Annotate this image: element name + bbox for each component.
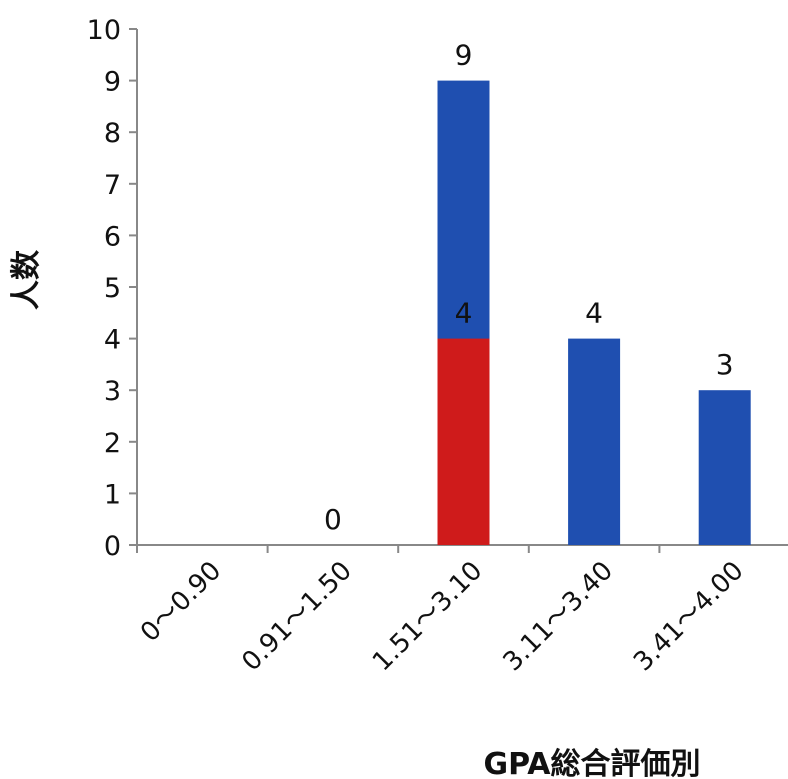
x-tick-label: 3.41〜4.00 (628, 556, 749, 677)
bar (568, 338, 621, 545)
y-tick-label: 8 (104, 118, 121, 149)
y-tick-label: 1 (104, 479, 121, 510)
y-tick-label: 2 (104, 428, 121, 459)
bar (698, 390, 751, 545)
y-tick-label: 7 (104, 170, 121, 201)
x-tick-label: 1.51〜3.10 (367, 556, 488, 677)
data-label: 4 (585, 297, 603, 330)
bar (437, 338, 490, 545)
y-tick-label: 0 (104, 531, 121, 562)
y-tick-label: 10 (87, 15, 121, 46)
y-axis-title: 人数 (9, 249, 44, 310)
y-axis: 0 1 2 3 4 5 6 7 8 9 10 (87, 15, 138, 562)
data-label: 3 (716, 348, 734, 381)
x-tick-label: 0〜0.90 (135, 556, 227, 648)
y-tick-label: 5 (104, 273, 121, 304)
y-tick-label: 3 (104, 376, 121, 407)
data-label: 4 (455, 297, 473, 330)
y-tick-label: 6 (104, 221, 121, 252)
y-tick-label: 4 (104, 325, 121, 356)
data-label: 0 (324, 503, 342, 536)
x-axis-title: GPA総合評価別 (483, 747, 700, 779)
data-label: 9 (455, 39, 473, 72)
x-tick-label: 0.91〜1.50 (236, 556, 357, 677)
y-tick-label: 9 (104, 67, 121, 98)
x-tick-label: 3.11〜3.40 (498, 556, 619, 677)
bars (437, 80, 751, 545)
x-axis: 0〜0.90 0.91〜1.50 1.51〜3.10 3.11〜3.40 3.41〜4.… (135, 544, 788, 677)
data-labels: 0 9 4 4 3 (324, 39, 734, 536)
